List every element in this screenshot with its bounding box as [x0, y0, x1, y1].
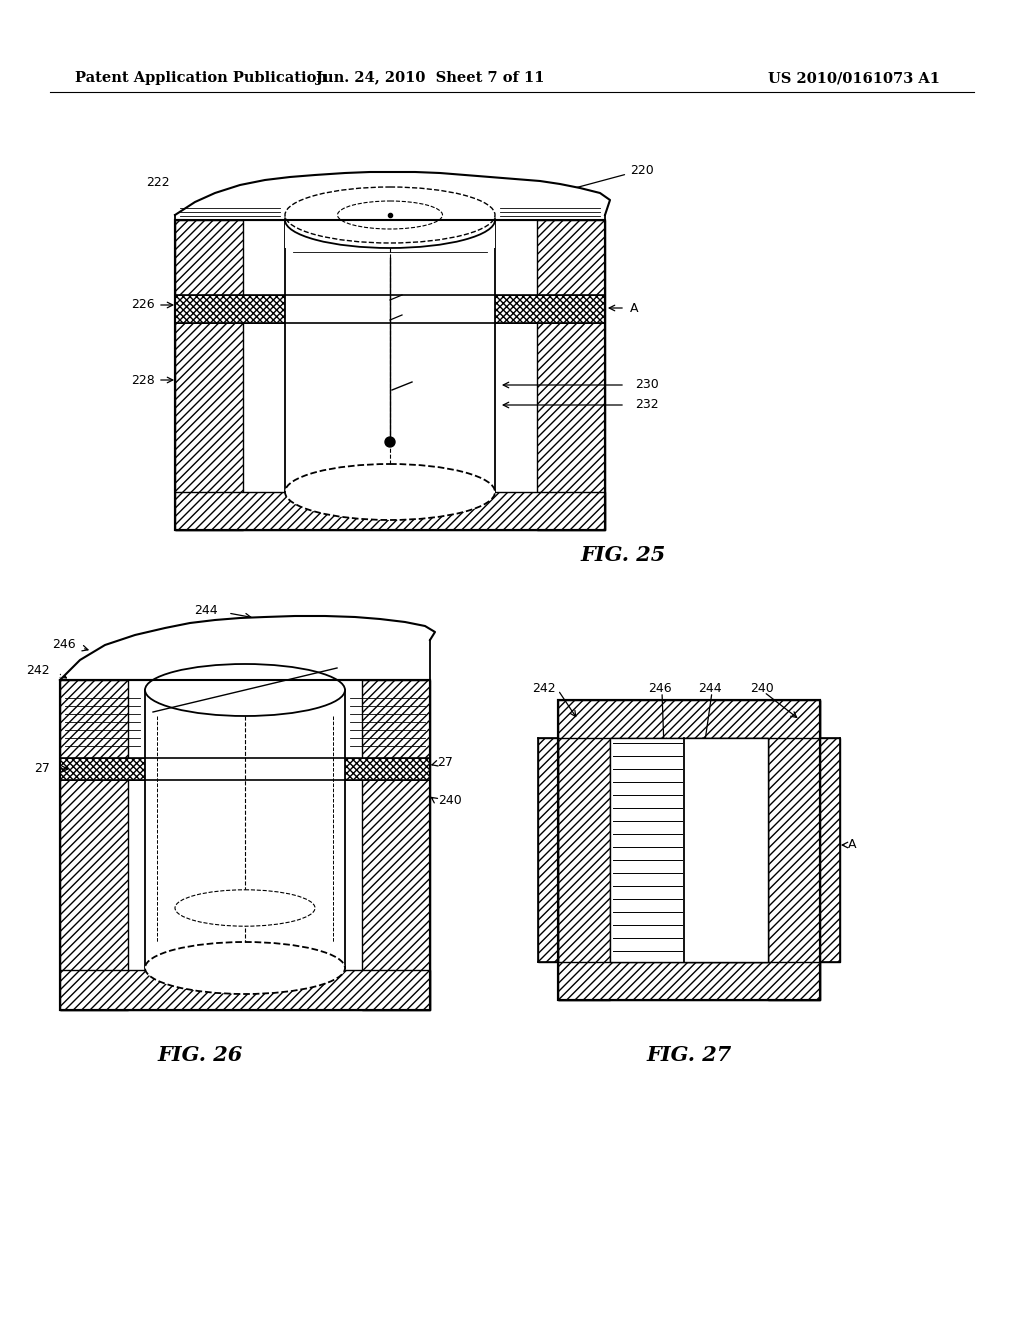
Text: 220: 220	[564, 164, 653, 191]
Text: US 2010/0161073 A1: US 2010/0161073 A1	[768, 71, 940, 84]
Text: 240: 240	[751, 681, 774, 694]
Ellipse shape	[285, 191, 495, 248]
Text: 224: 224	[406, 216, 429, 230]
Bar	[285, 191, 495, 248]
Bar	[685, 738, 768, 962]
Text: 244: 244	[195, 603, 218, 616]
Bar	[175, 220, 605, 531]
Text: A: A	[630, 301, 639, 314]
Bar	[60, 680, 430, 1010]
Bar	[558, 962, 820, 1001]
Bar	[558, 700, 820, 738]
Bar	[558, 700, 820, 1001]
Text: FIG. 25: FIG. 25	[580, 545, 666, 565]
Text: 222: 222	[146, 177, 170, 190]
Text: 242: 242	[532, 681, 556, 694]
Bar	[60, 970, 430, 1010]
Text: 27: 27	[34, 763, 50, 776]
Bar	[285, 220, 495, 492]
Bar	[60, 758, 430, 780]
Bar	[145, 690, 345, 968]
Text: Patent Application Publication: Patent Application Publication	[75, 71, 327, 84]
Bar	[175, 492, 605, 531]
Text: Jun. 24, 2010  Sheet 7 of 11: Jun. 24, 2010 Sheet 7 of 11	[315, 71, 544, 84]
Bar	[768, 700, 820, 1001]
Text: 246: 246	[52, 639, 76, 652]
Bar	[362, 680, 430, 1010]
Text: 230: 230	[635, 379, 658, 392]
Ellipse shape	[175, 890, 315, 927]
Bar	[60, 680, 128, 1010]
Bar	[558, 700, 820, 1001]
Text: 226: 226	[131, 298, 155, 312]
Ellipse shape	[285, 187, 495, 243]
Bar	[175, 220, 243, 531]
Text: FIG. 26: FIG. 26	[158, 1045, 243, 1065]
Bar	[175, 294, 605, 323]
Text: 224: 224	[406, 216, 429, 230]
Text: 244: 244	[698, 681, 722, 694]
Text: 242: 242	[27, 664, 50, 676]
Text: 246: 246	[648, 681, 672, 694]
Bar	[558, 700, 610, 1001]
Bar	[538, 738, 558, 962]
Ellipse shape	[145, 664, 345, 715]
Bar	[175, 220, 605, 531]
Circle shape	[385, 437, 395, 447]
Text: A: A	[848, 838, 856, 851]
Text: 27: 27	[437, 756, 453, 770]
Ellipse shape	[338, 201, 442, 228]
Ellipse shape	[285, 465, 495, 520]
Ellipse shape	[145, 942, 345, 994]
Text: 228: 228	[131, 374, 155, 387]
Bar	[820, 738, 840, 962]
Bar	[60, 680, 430, 1010]
Text: 240: 240	[438, 793, 462, 807]
Text: FIG. 27: FIG. 27	[646, 1045, 731, 1065]
Polygon shape	[60, 616, 435, 680]
Polygon shape	[175, 172, 610, 220]
Bar	[610, 738, 768, 962]
Bar	[537, 220, 605, 531]
Text: 232: 232	[635, 399, 658, 412]
